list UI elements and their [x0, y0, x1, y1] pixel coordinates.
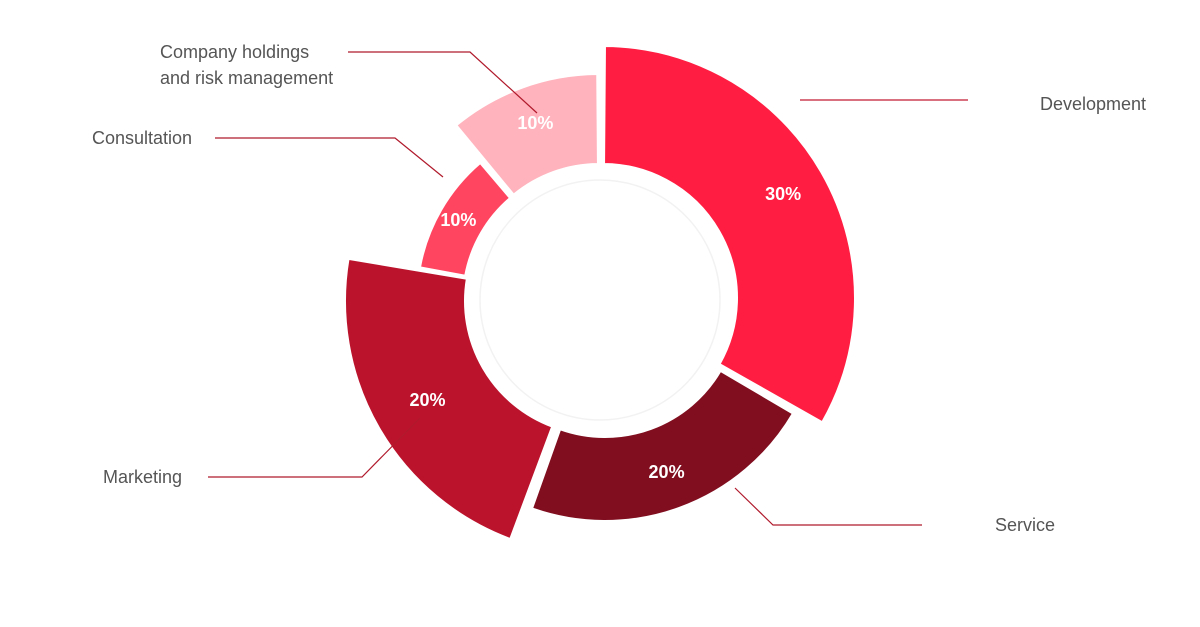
donut-hole — [479, 179, 721, 421]
slices-group — [344, 44, 856, 541]
category-label: Development — [1040, 94, 1146, 114]
slice-consultation[interactable] — [418, 161, 512, 277]
slice-percent-label: 20% — [649, 462, 685, 482]
slice-percent-label: 10% — [517, 113, 553, 133]
category-label: Marketing — [103, 467, 182, 487]
category-label: Company holdings and risk management — [160, 42, 333, 88]
slice-company-holdings-and-risk-management[interactable] — [454, 72, 599, 197]
leader-line — [208, 417, 421, 478]
slice-service[interactable] — [530, 369, 795, 522]
slice-percent-label: 30% — [765, 184, 801, 204]
leader-line — [734, 487, 922, 526]
slice-development[interactable] — [603, 44, 856, 424]
category-labels-group: Development Service Marketing Consultation C… — [92, 42, 1146, 535]
leader-lines-group — [208, 51, 968, 526]
slice-percent-label: 10% — [440, 210, 476, 230]
leader-line — [215, 137, 444, 178]
category-label: Consultation — [92, 128, 192, 148]
slice-marketing[interactable] — [344, 257, 554, 541]
category-label: Service — [995, 515, 1055, 535]
category-label-line: and risk management — [160, 68, 333, 88]
category-label-line: Company holdings — [160, 42, 309, 62]
leader-line — [348, 51, 538, 114]
percent-labels-group: 30% 20% 20% 10% 10% — [410, 113, 802, 482]
slice-percent-label: 20% — [410, 390, 446, 410]
